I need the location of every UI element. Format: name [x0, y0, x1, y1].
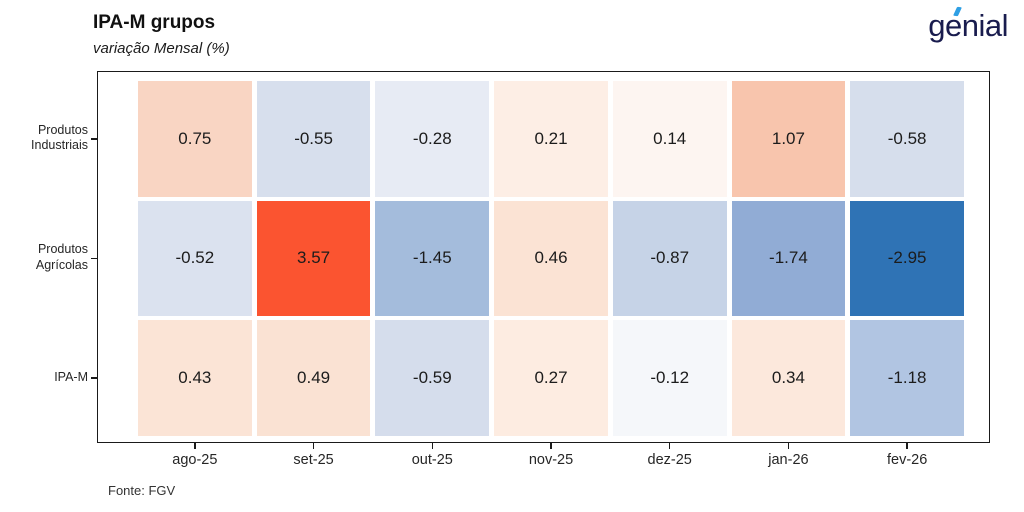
y-axis-tick — [91, 138, 97, 140]
heatmap-cells-grid: 0.75 -0.55 -0.28 0.21 0.14 1.07 -0.58 -0.52 3.57… — [138, 81, 964, 436]
x-axis-label: ago-25 — [172, 452, 218, 468]
heatmap-cell: -1.18 — [850, 320, 964, 436]
heatmap-cell: -1.45 — [375, 200, 490, 317]
y-axis-tick — [91, 257, 97, 260]
source-note: Fonte: FGV — [108, 483, 176, 498]
heatmap-cell: 0.34 — [731, 320, 846, 436]
heatmap-cell: -0.59 — [375, 320, 490, 436]
x-axis-label: fev-26 — [886, 452, 928, 468]
heatmap-cell: 1.07 — [731, 81, 846, 197]
chart-title: IPA-M grupos — [93, 12, 216, 33]
x-axis-tick — [550, 443, 552, 449]
y-axis-label: Produtos Agrícolas — [35, 242, 88, 273]
heatmap-cell: -0.58 — [850, 81, 964, 197]
y-axis-label: IPA-M — [54, 370, 88, 385]
x-axis-label: dez-25 — [647, 452, 692, 468]
x-axis-tick — [668, 443, 671, 449]
x-axis-tick — [431, 443, 434, 449]
heatmap-cell: 0.27 — [494, 320, 608, 436]
heatmap-cell: -0.87 — [612, 200, 727, 317]
x-axis-label: nov-25 — [528, 452, 574, 468]
x-axis-tick — [906, 443, 908, 449]
x-axis-tick — [312, 443, 315, 449]
chart-subtitle: variação Mensal (%) — [93, 40, 230, 57]
heatmap-cell: 0.21 — [494, 81, 608, 197]
x-axis-tick — [787, 443, 790, 449]
heatmap-cell: 0.14 — [612, 81, 727, 197]
x-axis-label: out-25 — [411, 452, 453, 468]
y-axis-label: Produtos Industriais — [31, 122, 88, 153]
heatmap-cell: 0.75 — [138, 81, 252, 197]
heatmap-cell: 0.49 — [256, 320, 371, 436]
heatmap-cell: -0.28 — [375, 81, 490, 197]
heatmap-cell: -0.52 — [138, 200, 252, 317]
heatmap-cell: 0.43 — [138, 320, 252, 436]
x-axis-tick — [194, 443, 196, 449]
heatmap-cell: 3.57 — [256, 200, 371, 317]
genial-logo: genial — [928, 6, 1008, 44]
heatmap-cell: 0.46 — [494, 200, 608, 317]
heatmap-cell: -0.55 — [256, 81, 371, 197]
logo-text: genial — [928, 8, 1008, 43]
x-axis-label: set-25 — [293, 452, 334, 468]
x-axis-label: jan-26 — [768, 452, 809, 468]
heatmap-plot-area: 0.75 -0.55 -0.28 0.21 0.14 1.07 -0.58 -0.52 3.57… — [97, 71, 990, 443]
heatmap-cell: -1.74 — [731, 200, 846, 317]
heatmap-cell: -0.12 — [612, 320, 727, 436]
heatmap-cell: -2.95 — [850, 200, 964, 317]
y-axis-tick — [91, 377, 97, 379]
